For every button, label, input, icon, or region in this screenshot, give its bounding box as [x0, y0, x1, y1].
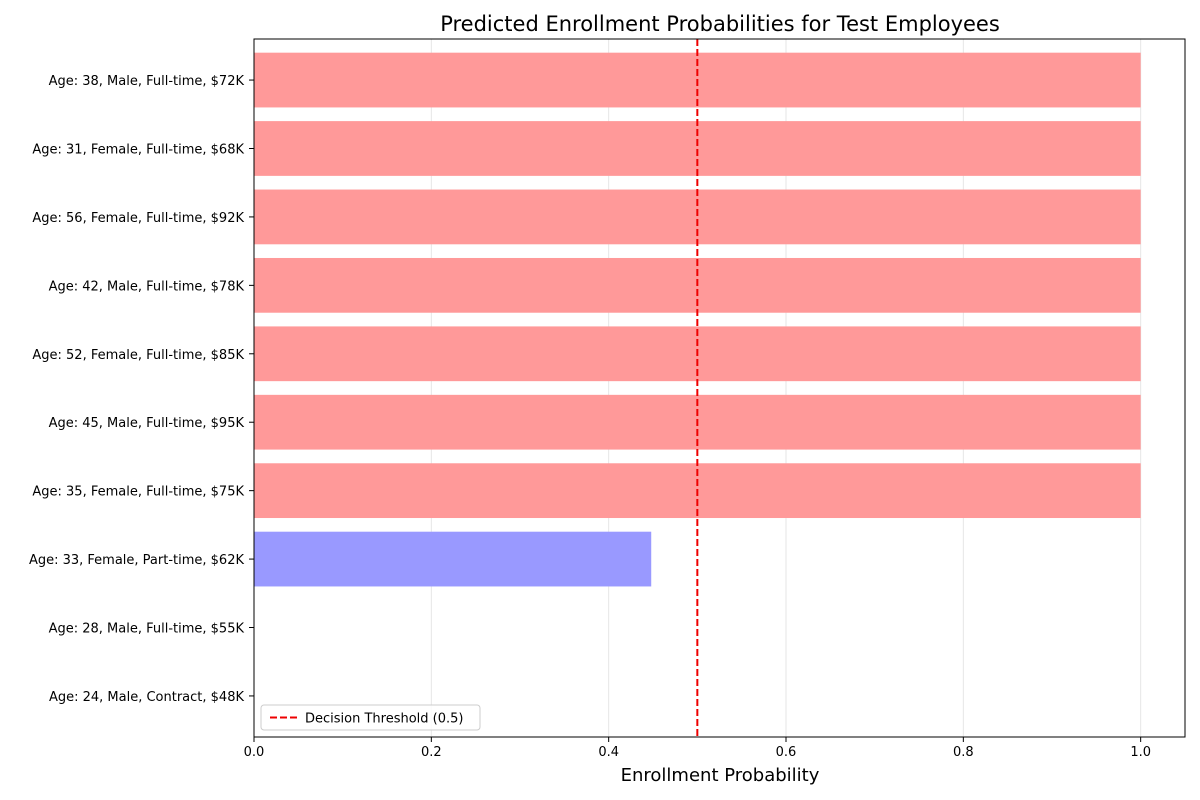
legend: Decision Threshold (0.5): [260, 704, 481, 731]
y-tick-label: Age: 31, Female, Full-time, $68K: [32, 142, 244, 157]
x-tick-label: 0.4: [598, 745, 619, 760]
x-axis-label: Enrollment Probability: [621, 765, 820, 786]
x-tick-label: 1.0: [1130, 745, 1151, 760]
y-tick-label: Age: 35, Female, Full-time, $75K: [32, 485, 244, 500]
legend-box: [260, 704, 481, 731]
y-tick-label: Age: 24, Male, Contract, $48K: [49, 690, 245, 705]
plot-frame: [253, 38, 1186, 738]
x-tick-label: 0.6: [776, 745, 797, 760]
x-axis: 0.0 0.2 0.4 0.6 0.8 1.0: [244, 737, 1151, 760]
y-tick-label: Age: 56, Female, Full-time, $92K: [32, 211, 244, 226]
y-tick-label: Age: 28, Male, Full-time, $55K: [49, 622, 245, 637]
x-tick-label: 0.0: [244, 745, 265, 760]
bar: [254, 531, 652, 587]
y-axis: Age: 38, Male, Full-time, $72K Age: 31, F…: [29, 74, 254, 705]
bar: [254, 189, 1141, 245]
chart-title: Predicted Enrollment Probabilities for T…: [440, 12, 1000, 36]
y-tick-label: Age: 42, Male, Full-time, $78K: [49, 279, 245, 294]
y-tick-label: Age: 52, Female, Full-time, $85K: [32, 348, 244, 363]
y-tick-label: Age: 45, Male, Full-time, $95K: [49, 416, 245, 431]
y-tick-label: Age: 33, Female, Part-time, $62K: [29, 553, 245, 568]
x-tick-label: 0.8: [953, 745, 974, 760]
x-tick-label: 0.2: [421, 745, 442, 760]
y-tick-label: Age: 38, Male, Full-time, $72K: [49, 74, 245, 89]
legend-label: Decision Threshold (0.5): [305, 712, 464, 727]
